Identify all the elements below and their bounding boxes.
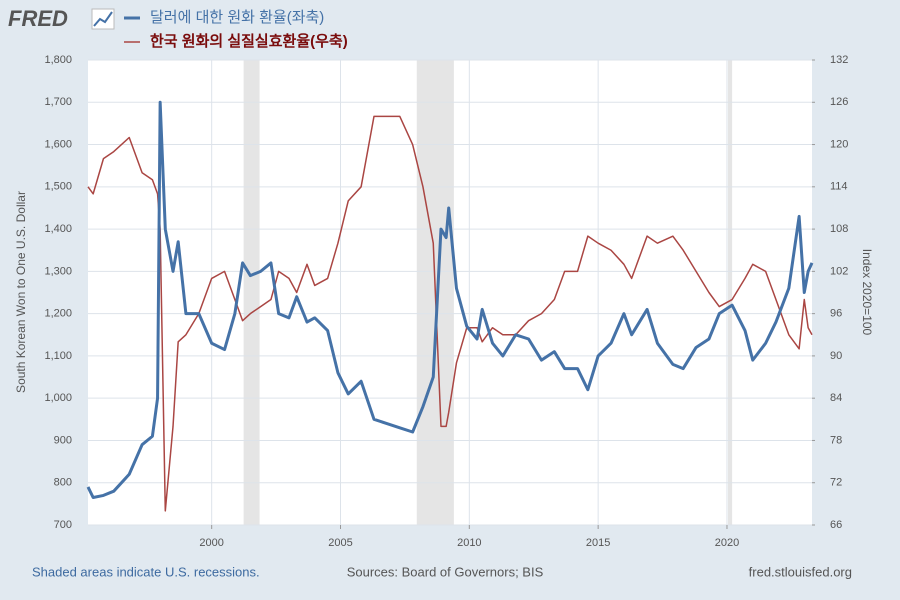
recession-band [243,60,260,525]
y2-tick-label: 108 [830,223,848,235]
y-tick-label: 800 [54,477,72,489]
y-tick-label: 1,200 [44,308,72,320]
x-tick-label: 2015 [586,537,610,549]
y2-tick-label: 102 [830,265,848,277]
recession-band [728,60,733,525]
y-tick-label: 1,400 [44,223,72,235]
legend-label: 달러에 대한 원화 환율(좌축) [150,9,324,26]
y2-tick-label: 66 [830,519,842,531]
x-tick-label: 2000 [199,537,223,549]
y-tick-label: 1,300 [44,265,72,277]
footer-note: Shaded areas indicate U.S. recessions. [32,564,260,579]
series-line [87,115,813,512]
y2-tick-label: 126 [830,96,848,108]
y-tick-label: 1,800 [44,54,72,66]
y2-tick-label: 78 [830,434,842,446]
y-tick-label: 900 [54,434,72,446]
x-tick-label: 2020 [715,537,739,549]
logo-icon [91,8,115,30]
y2-tick-label: 90 [830,350,842,362]
series-line [86,100,814,500]
y2-tick-label: 132 [830,54,848,66]
y-tick-label: 1,500 [44,181,72,193]
y-tick-label: 1,100 [44,350,72,362]
x-tick-label: 2005 [328,537,352,549]
x-tick-label: 2010 [457,537,481,549]
y2-tick-label: 114 [830,181,848,193]
footer-url: fred.stlouisfed.org [749,564,852,579]
y2-tick-label: 72 [830,477,842,489]
y2-tick-label: 120 [830,138,848,150]
y-tick-label: 700 [54,519,72,531]
y-tick-label: 1,000 [44,392,72,404]
y-axis-title: South Korean Won to One U.S. Dollar [14,191,28,393]
logo: FRED [8,6,68,31]
footer-source: Sources: Board of Governors; BIS [347,564,544,579]
y2-tick-label: 96 [830,308,842,320]
y2-tick-label: 84 [830,392,842,404]
y2-axis-title: Index 2020=100 [860,249,874,336]
y-tick-label: 1,600 [44,138,72,150]
legend-label: 한국 원화의 실질실효환율(우축) [150,32,348,50]
y-tick-label: 1,700 [44,96,72,108]
